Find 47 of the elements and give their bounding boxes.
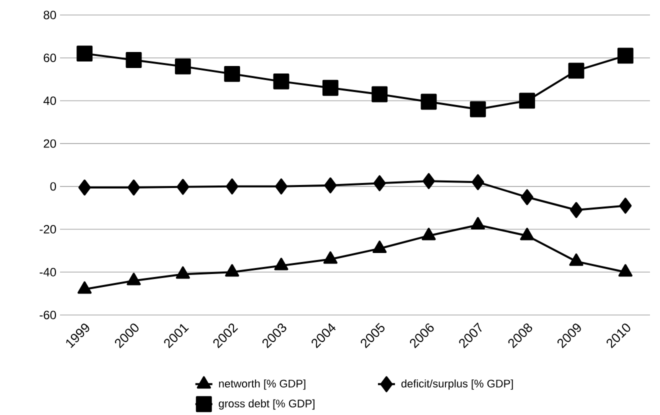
point	[618, 264, 632, 277]
point	[470, 101, 486, 118]
point	[176, 266, 190, 279]
point	[273, 73, 290, 90]
y-tick-label: 80	[44, 10, 56, 20]
point	[420, 94, 437, 110]
legend-label: deficit/surplus [% GDP]	[401, 379, 513, 390]
point	[78, 281, 92, 294]
point	[322, 80, 338, 96]
point	[128, 180, 140, 196]
point	[225, 264, 240, 277]
y-tick-label: -20	[40, 225, 56, 234]
point	[126, 272, 141, 286]
point	[373, 175, 386, 192]
point	[176, 178, 190, 195]
point	[372, 86, 388, 102]
y-tick-label: -40	[40, 268, 56, 276]
legend-label: networth [% GDP]	[219, 379, 306, 390]
y-tick-label: 20	[44, 139, 56, 148]
point	[78, 180, 91, 196]
point	[224, 66, 240, 82]
point	[274, 258, 288, 270]
y-tick-label: -60	[40, 310, 56, 320]
point	[520, 228, 534, 240]
point	[519, 92, 536, 109]
point	[470, 217, 485, 230]
point	[569, 253, 584, 266]
point	[422, 173, 435, 190]
point	[323, 251, 338, 264]
point	[76, 46, 93, 62]
point	[275, 178, 288, 194]
point	[372, 240, 387, 254]
point	[619, 198, 632, 214]
point	[520, 189, 534, 206]
point	[472, 174, 484, 190]
point	[422, 228, 436, 240]
legend-label: gross debt [% GDP]	[218, 399, 314, 410]
y-tick-label: 60	[44, 54, 56, 62]
point	[226, 178, 238, 194]
point	[568, 62, 584, 79]
y-tick-label: 0	[50, 182, 56, 191]
point	[617, 48, 634, 64]
point	[174, 58, 191, 74]
point	[126, 52, 142, 68]
point	[570, 202, 582, 218]
point	[324, 177, 337, 194]
y-tick-label: 40	[43, 96, 56, 105]
